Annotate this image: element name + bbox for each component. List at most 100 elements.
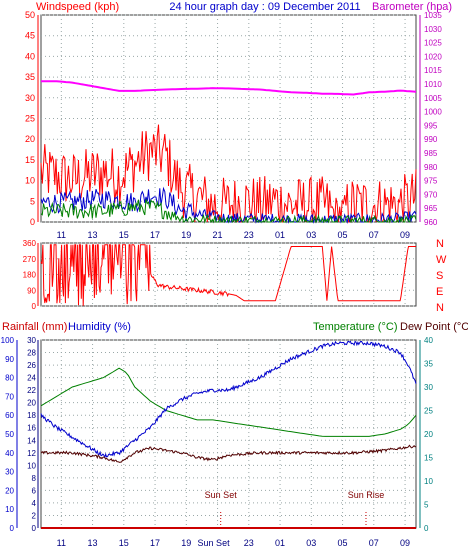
p3-temp-tick-label: 40: [424, 336, 433, 345]
p3-hum-tick-label: 0: [32, 524, 37, 533]
p1-y2tick-label: 1005: [424, 94, 442, 103]
p1-ytick-label: 35: [25, 72, 35, 82]
windspeed-axis-title: Windspeed (kph): [36, 1, 119, 13]
p3-rain-tick-label: 100: [1, 336, 15, 345]
p3-hum-tick-label: 16: [27, 424, 36, 433]
p1-barometer-line: [41, 80, 417, 96]
graph-title: 24 hour graph day : 09 December 2011: [169, 1, 360, 13]
p3-rain-tick-label: 60: [5, 411, 14, 420]
p1-y2tick-label: 970: [424, 190, 438, 199]
p1-xtick-label: 09: [400, 230, 410, 240]
p3-xtick-label: 23: [244, 538, 254, 548]
p1-y2tick-label: 980: [424, 163, 438, 172]
p1-xtick-label: 07: [369, 230, 379, 240]
p1-xtick-label: 19: [181, 230, 191, 240]
p3-hum-tick-label: 24: [27, 374, 36, 383]
p3-sunset-label: Sun Set: [205, 490, 238, 500]
p1-y2tick-label: 975: [424, 177, 438, 186]
p3-hum-tick-label: 26: [27, 361, 36, 370]
p3-xtick-label: Sun Set: [198, 538, 231, 548]
p1-y2tick-label: 1030: [424, 25, 442, 34]
p1-windspeed-line: [40, 124, 417, 223]
p3-xtick-label: 05: [338, 538, 348, 548]
p1-y2tick-label: 1035: [424, 11, 442, 20]
p3-hum-tick-label: 14: [27, 436, 36, 445]
p3-rain-tick-label: 20: [5, 486, 14, 495]
p1-ytick-label: 50: [25, 10, 35, 20]
p3-xtick-label: 13: [88, 538, 98, 548]
p3-hum-tick-label: 30: [27, 336, 36, 345]
p1-xtick-label: 21: [213, 230, 223, 240]
p3-hum-tick-label: 4: [32, 499, 37, 508]
p3-xtick-label: 09: [400, 538, 410, 548]
p2-compass-label: N: [436, 302, 444, 314]
p3-rain-tick-label: 10: [5, 505, 14, 514]
p3-rain-tick-label: 40: [5, 449, 14, 458]
temp-humidity-panel: 0102030405060708090100024681012141618202…: [1, 336, 434, 548]
p1-y2tick-label: 960: [424, 218, 438, 227]
p2-compass-label: S: [436, 270, 443, 282]
p1-y2tick-label: 1020: [424, 52, 442, 61]
p1-ytick-label: 5: [30, 196, 35, 206]
p1-ytick-label: 40: [25, 51, 35, 61]
p1-xtick-label: 13: [88, 230, 98, 240]
p1-y2tick-label: 1025: [424, 39, 442, 48]
p3-hum-tick-label: 22: [27, 386, 36, 395]
p3-dew-line: [40, 444, 417, 463]
p3-temp-tick-label: 35: [424, 360, 433, 369]
p3-temp-tick-label: 25: [424, 407, 433, 416]
p2-compass-label: E: [436, 286, 443, 298]
p1-xtick-label: 05: [338, 230, 348, 240]
p1-xtick-label: 11: [57, 230, 66, 240]
p1-y2tick-label: 995: [424, 121, 438, 130]
p3-hum-tick-label: 28: [27, 349, 36, 358]
p3-rain-tick-label: 90: [5, 355, 14, 364]
p2-wind-direction-line: [40, 244, 416, 306]
p1-gust-line: [40, 199, 417, 224]
p3-hum-tick-label: 6: [32, 486, 37, 495]
p3-rain-tick-label: 0: [10, 524, 15, 533]
p1-y2tick-label: 990: [424, 135, 438, 144]
p2-compass-label: N: [436, 238, 444, 250]
rainfall-axis-title: Rainfall (mm): [2, 321, 67, 333]
p3-xtick-label: 01: [275, 538, 285, 548]
p3-humidity-line: [40, 340, 417, 459]
p3-temp-tick-label: 5: [424, 501, 429, 510]
p3-hum-tick-label: 10: [27, 461, 36, 470]
p2-ytick-label: 0: [32, 302, 37, 311]
p1-xtick-label: 03: [306, 230, 316, 240]
p1-y2tick-label: 1015: [424, 66, 442, 75]
p1-ytick-label: 15: [25, 155, 35, 165]
p3-hum-tick-label: 2: [32, 511, 37, 520]
p3-xtick-label: 11: [57, 538, 66, 548]
p1-y2tick-label: 985: [424, 149, 438, 158]
p1-ytick-label: 30: [25, 93, 35, 103]
p1-y2tick-label: 965: [424, 204, 438, 213]
p3-temp-tick-label: 20: [424, 430, 433, 439]
p3-hum-tick-label: 12: [27, 449, 36, 458]
p1-y2tick-label: 1010: [424, 80, 442, 89]
p3-hum-tick-label: 18: [27, 411, 36, 420]
dewpoint-axis-title: Dew Point (°C): [400, 321, 468, 333]
p3-xtick-label: 15: [119, 538, 129, 548]
p3-hum-tick-label: 8: [32, 474, 37, 483]
p2-ytick-label: 360: [23, 239, 37, 248]
p3-xtick-label: 07: [369, 538, 379, 548]
humidity-axis-title: Humidity (%): [68, 321, 131, 333]
p1-xtick-label: 17: [150, 230, 160, 240]
p1-avg-wind-line: [40, 186, 417, 224]
p1-ytick-label: 10: [25, 176, 35, 186]
p3-hum-tick-label: 20: [27, 399, 36, 408]
p1-ytick-label: 25: [25, 114, 35, 124]
p1-y2tick-label: 1000: [424, 108, 442, 117]
p1-ytick-label: 0: [30, 217, 35, 227]
p2-ytick-label: 270: [23, 255, 37, 264]
p3-xtick-label: 17: [150, 538, 160, 548]
p3-temp-tick-label: 0: [424, 524, 429, 533]
p3-rain-tick-label: 80: [5, 374, 14, 383]
p2-ytick-label: 90: [27, 286, 36, 295]
p1-ytick-label: 20: [25, 134, 35, 144]
p3-rain-tick-label: 50: [5, 430, 14, 439]
